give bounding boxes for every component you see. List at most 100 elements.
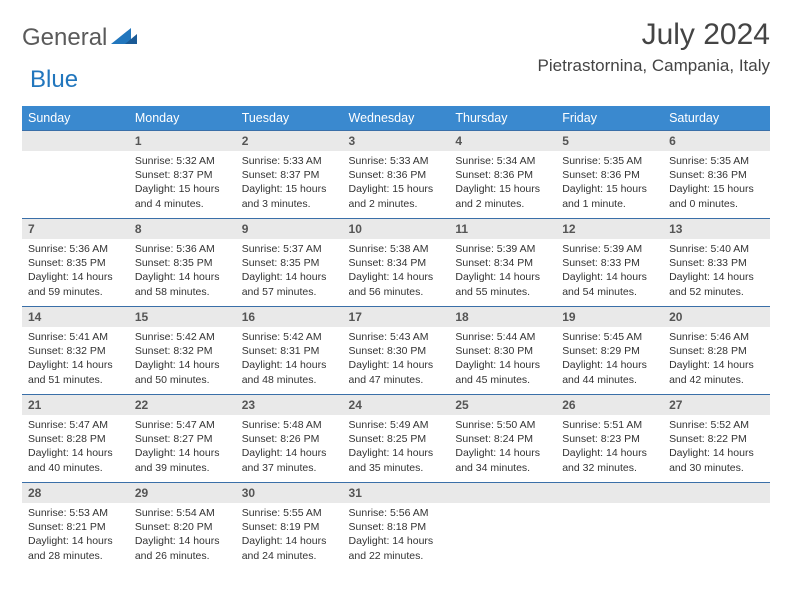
sunrise-line: Sunrise: 5:47 AM bbox=[135, 419, 215, 431]
sunset-line: Sunset: 8:35 PM bbox=[135, 257, 213, 269]
day-number: 25 bbox=[449, 395, 556, 415]
daynum-cell: 9Sunrise: 5:37 AMSunset: 8:35 PMDaylight… bbox=[236, 219, 343, 307]
day-details: Sunrise: 5:56 AMSunset: 8:18 PMDaylight:… bbox=[343, 503, 450, 569]
daylight-line: Daylight: 14 hours and 57 minutes. bbox=[242, 271, 327, 297]
daynum-cell: 5 Sunrise: 5:35 AM Sunset: 8:36 PM Daylight… bbox=[556, 131, 663, 219]
daynum-cell: 13Sunrise: 5:40 AMSunset: 8:33 PMDayligh… bbox=[663, 219, 770, 307]
sunset-line: Sunset: 8:32 PM bbox=[28, 345, 106, 357]
day-number: 13 bbox=[663, 219, 770, 239]
daynum-cell: 22 Sunrise: 5:47 AM Sunset: 8:27 PM Dayligh… bbox=[129, 395, 236, 483]
day-details: Sunrise: 5:54 AMSunset: 8:20 PMDaylight:… bbox=[129, 503, 236, 569]
sunset-line: Sunset: 8:35 PM bbox=[242, 257, 320, 269]
day-details: Sunrise: 5:32 AMSunset: 8:37 PMDaylight:… bbox=[129, 151, 236, 217]
day-details: Sunrise: 5:42 AMSunset: 8:32 PMDaylight:… bbox=[129, 327, 236, 393]
sunset-line: Sunset: 8:36 PM bbox=[455, 169, 533, 181]
weekday-header: Wednesday bbox=[343, 106, 450, 131]
daylight-line: Daylight: 14 hours and 51 minutes. bbox=[28, 359, 113, 385]
day-details: Sunrise: 5:55 AMSunset: 8:19 PMDaylight:… bbox=[236, 503, 343, 569]
daylight-line: Daylight: 14 hours and 56 minutes. bbox=[349, 271, 434, 297]
brand-general: General bbox=[22, 24, 107, 52]
sunset-line: Sunset: 8:37 PM bbox=[242, 169, 320, 181]
sunrise-line: Sunrise: 5:39 AM bbox=[455, 243, 535, 255]
brand-logo: General bbox=[22, 24, 139, 52]
day-number: 15 bbox=[129, 307, 236, 327]
sunrise-line: Sunrise: 5:54 AM bbox=[135, 507, 215, 519]
daylight-line: Daylight: 14 hours and 54 minutes. bbox=[562, 271, 647, 297]
sunrise-line: Sunrise: 5:36 AM bbox=[135, 243, 215, 255]
weekday-header: Tuesday bbox=[236, 106, 343, 131]
day-details: Sunrise: 5:46 AMSunset: 8:28 PMDaylight:… bbox=[663, 327, 770, 393]
day-details: Sunrise: 5:35 AM Sunset: 8:36 PM Daylight:… bbox=[556, 151, 663, 217]
day-number: 26 bbox=[556, 395, 663, 415]
sunset-line: Sunset: 8:26 PM bbox=[242, 433, 320, 445]
day-number: 7 bbox=[22, 219, 129, 239]
location: Pietrastornina, Campania, Italy bbox=[538, 56, 770, 76]
day-details: Sunrise: 5:38 AMSunset: 8:34 PMDaylight:… bbox=[343, 239, 450, 305]
sunrise-line: Sunrise: 5:32 AM bbox=[135, 155, 215, 167]
daynum-cell: 11Sunrise: 5:39 AMSunset: 8:34 PMDayligh… bbox=[449, 219, 556, 307]
week-daynum-row: 14 Sunrise: 5:41 AM Sunset: 8:32 PM Dayligh… bbox=[22, 307, 770, 395]
daynum-cell: 10Sunrise: 5:38 AMSunset: 8:34 PMDayligh… bbox=[343, 219, 450, 307]
sunset-line: Sunset: 8:28 PM bbox=[28, 433, 106, 445]
day-details: Sunrise: 5:37 AMSunset: 8:35 PMDaylight:… bbox=[236, 239, 343, 305]
sunrise-line: Sunrise: 5:33 AM bbox=[242, 155, 322, 167]
sunset-line: Sunset: 8:30 PM bbox=[455, 345, 533, 357]
daylight-line: Daylight: 14 hours and 22 minutes. bbox=[349, 535, 434, 561]
sunset-line: Sunset: 8:20 PM bbox=[135, 521, 213, 533]
day-details: Sunrise: 5:36 AMSunset: 8:35 PMDaylight:… bbox=[22, 239, 129, 305]
day-details: Sunrise: 5:50 AMSunset: 8:24 PMDaylight:… bbox=[449, 415, 556, 481]
sunset-line: Sunset: 8:31 PM bbox=[242, 345, 320, 357]
sunrise-line: Sunrise: 5:49 AM bbox=[349, 419, 429, 431]
day-number: 3 bbox=[343, 131, 450, 151]
daynum-cell: 3Sunrise: 5:33 AMSunset: 8:36 PMDaylight… bbox=[343, 131, 450, 219]
day-number: 5 bbox=[556, 131, 663, 151]
day-number: 18 bbox=[449, 307, 556, 327]
day-details: Sunrise: 5:44 AMSunset: 8:30 PMDaylight:… bbox=[449, 327, 556, 393]
sunset-line: Sunset: 8:36 PM bbox=[669, 169, 747, 181]
sunset-line: Sunset: 8:18 PM bbox=[349, 521, 427, 533]
daylight-line: Daylight: 14 hours and 59 minutes. bbox=[28, 271, 113, 297]
daynum-cell: 31Sunrise: 5:56 AMSunset: 8:18 PMDayligh… bbox=[343, 483, 450, 571]
sunrise-line: Sunrise: 5:51 AM bbox=[562, 419, 642, 431]
sunrise-line: Sunrise: 5:36 AM bbox=[28, 243, 108, 255]
sunrise-line: Sunrise: 5:34 AM bbox=[455, 155, 535, 167]
sunrise-line: Sunrise: 5:50 AM bbox=[455, 419, 535, 431]
day-details: Sunrise: 5:36 AMSunset: 8:35 PMDaylight:… bbox=[129, 239, 236, 305]
sunrise-line: Sunrise: 5:41 AM bbox=[28, 331, 108, 343]
day-details: Sunrise: 5:51 AMSunset: 8:23 PMDaylight:… bbox=[556, 415, 663, 481]
day-number: 21 bbox=[22, 395, 129, 415]
day-number: 23 bbox=[236, 395, 343, 415]
sunset-line: Sunset: 8:27 PM bbox=[135, 433, 213, 445]
daynum-cell: 2Sunrise: 5:33 AMSunset: 8:37 PMDaylight… bbox=[236, 131, 343, 219]
daynum-cell: 4Sunrise: 5:34 AMSunset: 8:36 PMDaylight… bbox=[449, 131, 556, 219]
sunset-line: Sunset: 8:36 PM bbox=[349, 169, 427, 181]
daylight-line: Daylight: 14 hours and 32 minutes. bbox=[562, 447, 647, 473]
day-details: Sunrise: 5:47 AMSunset: 8:28 PMDaylight:… bbox=[22, 415, 129, 481]
day-details bbox=[22, 151, 129, 174]
sunset-line: Sunset: 8:19 PM bbox=[242, 521, 320, 533]
daylight-line: Daylight: 14 hours and 30 minutes. bbox=[669, 447, 754, 473]
sunrise-line: Sunrise: 5:52 AM bbox=[669, 419, 749, 431]
title-block: July 2024 Pietrastornina, Campania, Ital… bbox=[538, 18, 770, 76]
day-number bbox=[663, 483, 770, 503]
day-number: 11 bbox=[449, 219, 556, 239]
daylight-line: Daylight: 14 hours and 50 minutes. bbox=[135, 359, 220, 385]
sunrise-line: Sunrise: 5:35 AM bbox=[562, 155, 642, 167]
day-details: Sunrise: 5:33 AMSunset: 8:37 PMDaylight:… bbox=[236, 151, 343, 217]
daynum-cell: 16Sunrise: 5:42 AMSunset: 8:31 PMDayligh… bbox=[236, 307, 343, 395]
sunset-line: Sunset: 8:36 PM bbox=[562, 169, 640, 181]
calendar-page: General July 2024 Pietrastornina, Campan… bbox=[0, 0, 792, 589]
daylight-line: Daylight: 14 hours and 48 minutes. bbox=[242, 359, 327, 385]
sunrise-line: Sunrise: 5:48 AM bbox=[242, 419, 322, 431]
day-number: 22 bbox=[129, 395, 236, 415]
day-details: Sunrise: 5:33 AMSunset: 8:36 PMDaylight:… bbox=[343, 151, 450, 217]
daynum-cell: 7Sunrise: 5:36 AMSunset: 8:35 PMDaylight… bbox=[22, 219, 129, 307]
day-number: 17 bbox=[343, 307, 450, 327]
day-number: 19 bbox=[556, 307, 663, 327]
daynum-cell bbox=[449, 483, 556, 571]
daynum-cell: 12Sunrise: 5:39 AMSunset: 8:33 PMDayligh… bbox=[556, 219, 663, 307]
day-details bbox=[556, 503, 663, 526]
daylight-line: Daylight: 14 hours and 39 minutes. bbox=[135, 447, 220, 473]
daylight-line: Daylight: 15 hours and 1 minute. bbox=[562, 183, 647, 209]
day-number: 14 bbox=[22, 307, 129, 327]
